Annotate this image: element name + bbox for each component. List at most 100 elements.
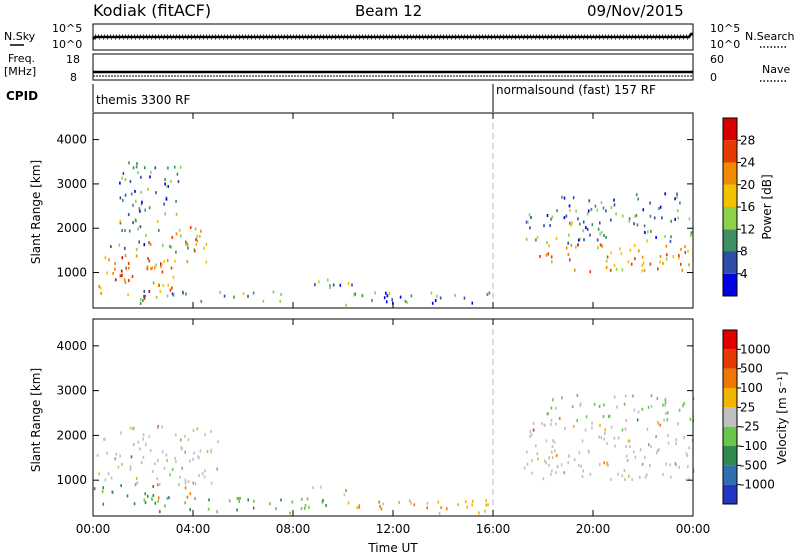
data-cell bbox=[678, 254, 680, 258]
power-colorbar-tick: 24 bbox=[740, 156, 755, 170]
power-colorbar-tick: 28 bbox=[740, 133, 755, 147]
data-cell bbox=[576, 419, 578, 423]
data-cell bbox=[545, 461, 547, 465]
freq-tick-top: 18 bbox=[66, 53, 80, 66]
data-cell bbox=[142, 437, 144, 441]
data-cell bbox=[599, 221, 601, 225]
data-cell bbox=[649, 214, 652, 218]
data-cell bbox=[644, 475, 647, 479]
nave-label: Nave bbox=[762, 63, 790, 76]
data-cell bbox=[623, 402, 626, 406]
data-cell bbox=[578, 463, 580, 467]
data-cell bbox=[135, 165, 138, 169]
data-cell bbox=[662, 261, 664, 265]
data-cell bbox=[162, 243, 164, 247]
data-cell bbox=[122, 172, 125, 175]
data-cell bbox=[380, 507, 383, 511]
data-cell bbox=[603, 437, 605, 441]
data-cell bbox=[157, 499, 159, 503]
freq-strip bbox=[92, 53, 694, 81]
data-cell bbox=[551, 445, 554, 448]
data-cell bbox=[207, 507, 210, 511]
data-cell bbox=[642, 261, 645, 265]
data-cell bbox=[613, 203, 616, 207]
data-cell bbox=[155, 191, 157, 195]
data-cell bbox=[676, 192, 678, 196]
data-cell bbox=[171, 468, 174, 471]
data-cell bbox=[139, 302, 142, 305]
data-cell bbox=[526, 450, 528, 454]
data-cell bbox=[347, 282, 350, 286]
data-cell bbox=[575, 209, 577, 213]
data-cell bbox=[621, 268, 624, 272]
data-cell bbox=[629, 248, 632, 252]
data-cell bbox=[196, 239, 198, 243]
data-cell bbox=[675, 463, 677, 467]
date-title: 09/Nov/2015 bbox=[587, 2, 684, 20]
data-cell bbox=[530, 433, 533, 437]
data-cell bbox=[205, 260, 208, 264]
data-cell bbox=[124, 254, 127, 258]
data-cell bbox=[152, 281, 155, 285]
data-cell bbox=[650, 404, 653, 408]
data-cell bbox=[633, 244, 636, 247]
data-cell bbox=[121, 463, 123, 466]
data-cell bbox=[383, 296, 386, 300]
data-cell bbox=[204, 469, 206, 473]
data-cell bbox=[586, 212, 589, 216]
data-cell bbox=[101, 490, 104, 494]
data-cell bbox=[120, 484, 122, 488]
data-cell bbox=[318, 280, 320, 284]
data-cell bbox=[143, 498, 146, 502]
nsky-tick-top: 10^5 bbox=[52, 22, 82, 35]
data-cell bbox=[135, 219, 137, 223]
data-cell bbox=[166, 458, 168, 462]
data-cell bbox=[142, 433, 145, 437]
data-cell bbox=[589, 270, 592, 274]
data-cell bbox=[146, 265, 149, 269]
data-cell bbox=[345, 303, 347, 307]
data-cell bbox=[643, 224, 646, 228]
data-cell bbox=[145, 443, 147, 447]
data-cell bbox=[532, 428, 535, 432]
data-cell bbox=[639, 475, 641, 479]
colorbar-swatch bbox=[723, 118, 737, 141]
data-cell bbox=[573, 424, 575, 428]
data-cell bbox=[114, 278, 117, 282]
data-cell bbox=[174, 456, 176, 460]
data-cell bbox=[633, 408, 636, 412]
data-cell bbox=[156, 483, 159, 487]
data-cell bbox=[655, 451, 658, 455]
data-cell bbox=[289, 511, 291, 515]
data-cell bbox=[198, 456, 200, 460]
data-cell bbox=[641, 255, 644, 259]
data-cell bbox=[641, 407, 644, 411]
data-cell bbox=[644, 455, 646, 459]
data-cell bbox=[106, 271, 108, 275]
data-cell bbox=[128, 161, 130, 165]
data-cell bbox=[139, 447, 141, 451]
data-cell bbox=[525, 220, 528, 224]
data-cell bbox=[551, 469, 553, 473]
data-cell bbox=[650, 229, 652, 233]
data-cell bbox=[165, 197, 168, 201]
colorbar-swatch bbox=[723, 140, 737, 163]
data-cell bbox=[303, 507, 306, 510]
data-cell bbox=[585, 226, 587, 230]
data-cell bbox=[610, 425, 613, 429]
data-cell bbox=[658, 207, 660, 210]
data-cell bbox=[404, 299, 407, 303]
data-cell bbox=[550, 472, 552, 476]
data-cell bbox=[613, 395, 616, 399]
data-cell bbox=[555, 422, 557, 426]
data-cell bbox=[410, 501, 412, 505]
data-cell bbox=[130, 455, 133, 459]
data-cell bbox=[175, 232, 178, 236]
data-cell bbox=[210, 430, 212, 433]
data-cell bbox=[170, 179, 172, 183]
data-cell bbox=[650, 394, 653, 398]
data-cell bbox=[556, 209, 558, 213]
data-cell bbox=[604, 428, 606, 432]
data-cell bbox=[140, 175, 142, 179]
velocity-colorbar-tick: -25 bbox=[740, 420, 760, 434]
